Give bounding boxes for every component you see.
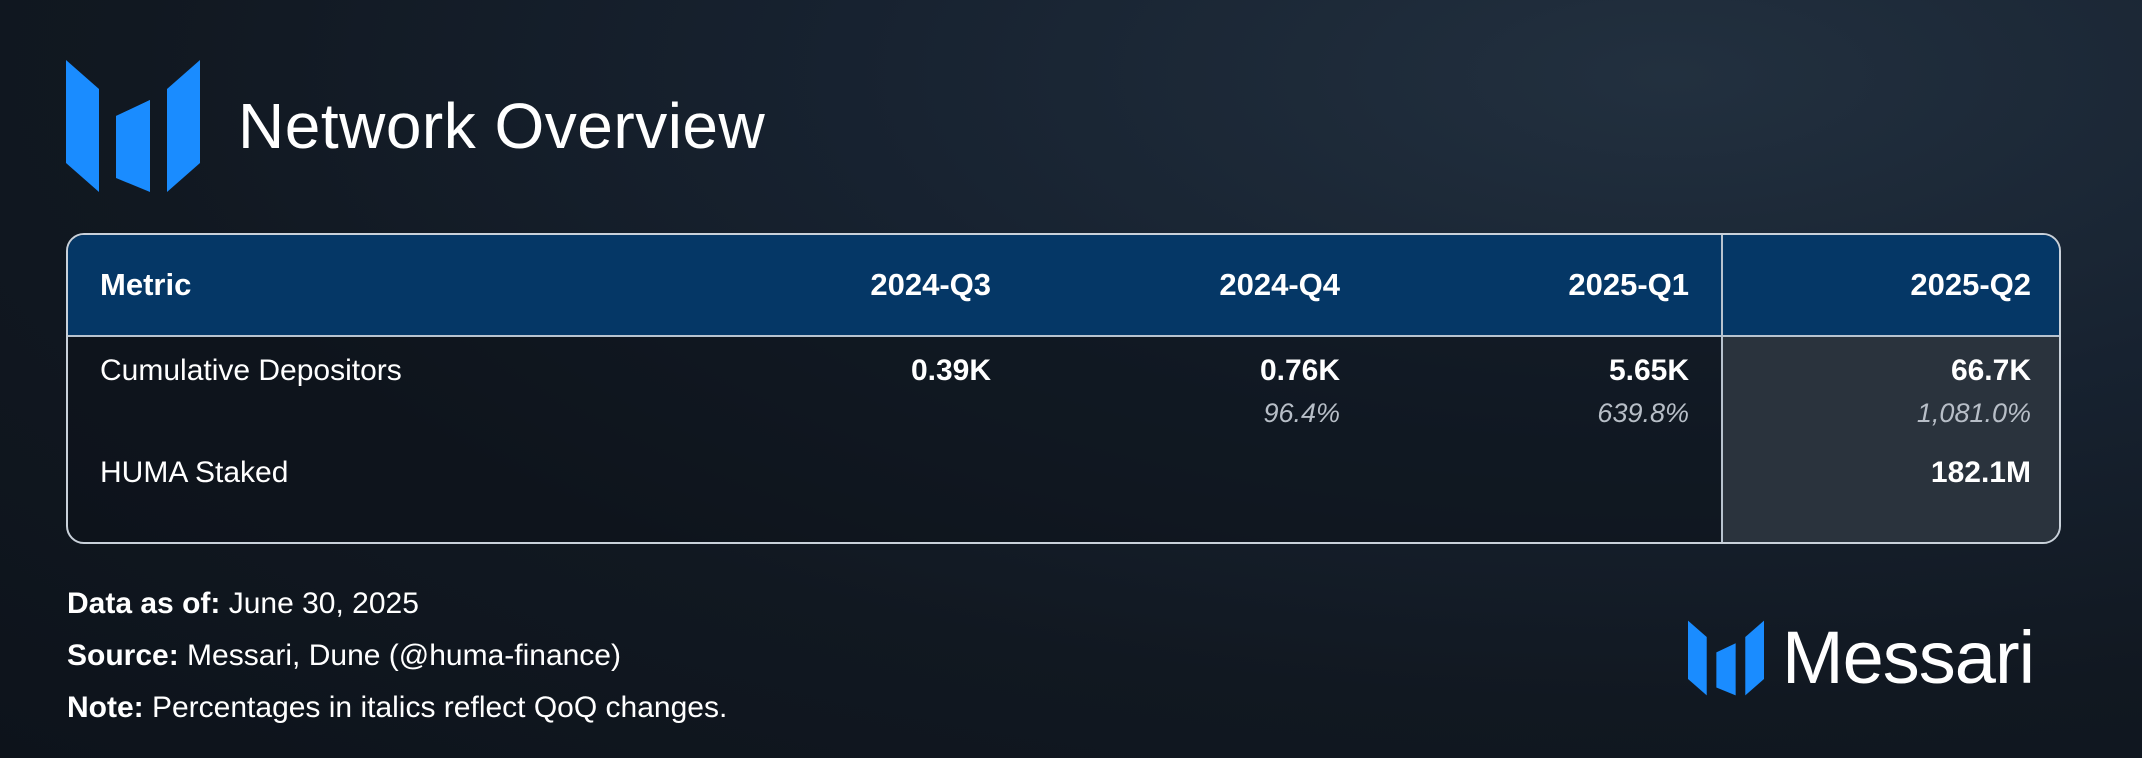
note-label: Note: bbox=[67, 691, 144, 724]
network-overview-table: Metric 2024-Q3 2024-Q4 2025-Q1 2025-Q2 C… bbox=[66, 233, 2061, 544]
column-header-metric: Metric bbox=[68, 235, 674, 337]
column-header-2025-q1: 2025-Q1 bbox=[1372, 235, 1721, 337]
data-as-of-line: Data as of: June 30, 2025 bbox=[67, 584, 727, 636]
column-header-2024-q3: 2024-Q3 bbox=[674, 235, 1023, 337]
cell-change: 639.8% bbox=[1597, 398, 1689, 428]
column-header-2025-q2: 2025-Q2 bbox=[1721, 235, 2059, 337]
table-cell: 5.65K 639.8% bbox=[1372, 337, 1721, 441]
table-cell-highlight: 182.1M bbox=[1721, 441, 2059, 542]
note-value: Percentages in italics reflect QoQ chang… bbox=[143, 691, 728, 724]
table-cell bbox=[1023, 441, 1372, 542]
metric-name: Cumulative Depositors bbox=[100, 354, 402, 387]
cell-value: 5.65K bbox=[1608, 354, 1689, 387]
table-cell-highlight: 66.7K 1,081.0% bbox=[1721, 337, 2059, 441]
data-as-of-label: Data as of: bbox=[67, 587, 221, 620]
cell-value: 0.39K bbox=[910, 354, 991, 387]
cell-value: 182.1M bbox=[1930, 456, 2031, 489]
messari-logo-icon bbox=[66, 60, 200, 192]
data-as-of-value: June 30, 2025 bbox=[220, 587, 419, 620]
metric-name: HUMA Staked bbox=[100, 456, 289, 489]
source-value: Messari, Dune (@huma-finance) bbox=[178, 639, 621, 672]
source-line: Source: Messari, Dune (@huma-finance) bbox=[67, 636, 727, 688]
brand-name: Messari bbox=[1782, 616, 2035, 699]
table-row-huma-staked-label: HUMA Staked bbox=[68, 441, 674, 542]
source-label: Source: bbox=[67, 639, 179, 672]
brand-logo: Messari bbox=[1688, 616, 2035, 699]
cell-change: 96.4% bbox=[1263, 398, 1340, 428]
table-row-cumulative-depositors-label: Cumulative Depositors bbox=[68, 337, 674, 441]
column-header-2024-q4: 2024-Q4 bbox=[1023, 235, 1372, 337]
messari-logo-icon bbox=[1688, 620, 1764, 696]
cell-value: 66.7K bbox=[1950, 354, 2031, 387]
table-cell: 0.76K 96.4% bbox=[1023, 337, 1372, 441]
page-header: Network Overview bbox=[66, 60, 765, 192]
footer-notes: Data as of: June 30, 2025 Source: Messar… bbox=[67, 584, 727, 740]
note-line: Note: Percentages in italics reflect QoQ… bbox=[67, 688, 727, 740]
table-cell: 0.39K bbox=[674, 337, 1023, 441]
table-cell bbox=[1372, 441, 1721, 542]
table-cell bbox=[674, 441, 1023, 542]
cell-value: 0.76K bbox=[1259, 354, 1340, 387]
page-title: Network Overview bbox=[238, 90, 766, 162]
cell-change: 1,081.0% bbox=[1916, 398, 2031, 428]
